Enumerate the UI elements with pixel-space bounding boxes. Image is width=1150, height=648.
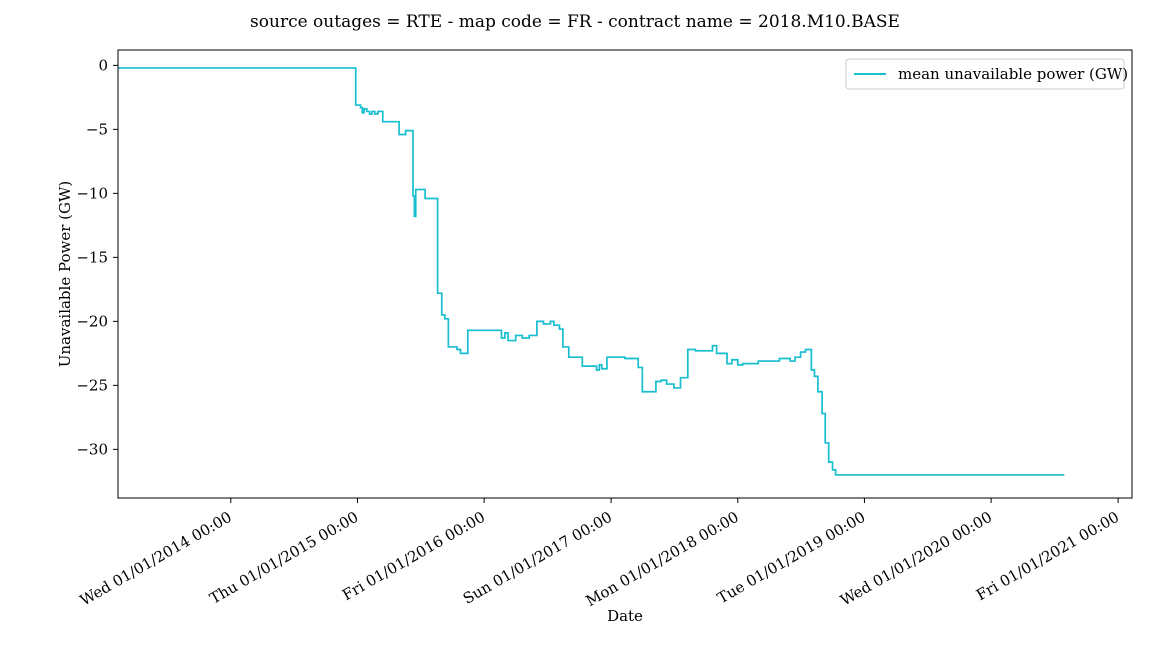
series-line-0 (118, 67, 1065, 476)
plot-frame (117, 49, 1133, 499)
x-axis-label: Date (607, 607, 643, 625)
y-tick-label: −5 (86, 120, 108, 138)
y-axis: 0 −5 −10 −15 −20 −25 −30 (76, 56, 118, 458)
y-tick-label: −20 (76, 312, 108, 330)
x-tick-label: Fri 01/01/2021 00:00 (973, 508, 1122, 604)
legend: mean unavailable power (GW) (845, 58, 1128, 90)
series-layer (118, 67, 1065, 476)
y-axis-label: Unavailable Power (GW) (56, 181, 74, 368)
legend-box (845, 58, 1125, 90)
chart-title: source outages = RTE - map code = FR - c… (250, 12, 900, 32)
y-tick-label: −30 (76, 440, 108, 458)
y-tick-label: −15 (76, 248, 108, 266)
y-tick-label: 0 (98, 56, 108, 74)
y-tick-label: −25 (76, 376, 108, 394)
y-tick-label: −10 (76, 184, 108, 202)
legend-entry-label: mean unavailable power (GW) (898, 65, 1128, 83)
